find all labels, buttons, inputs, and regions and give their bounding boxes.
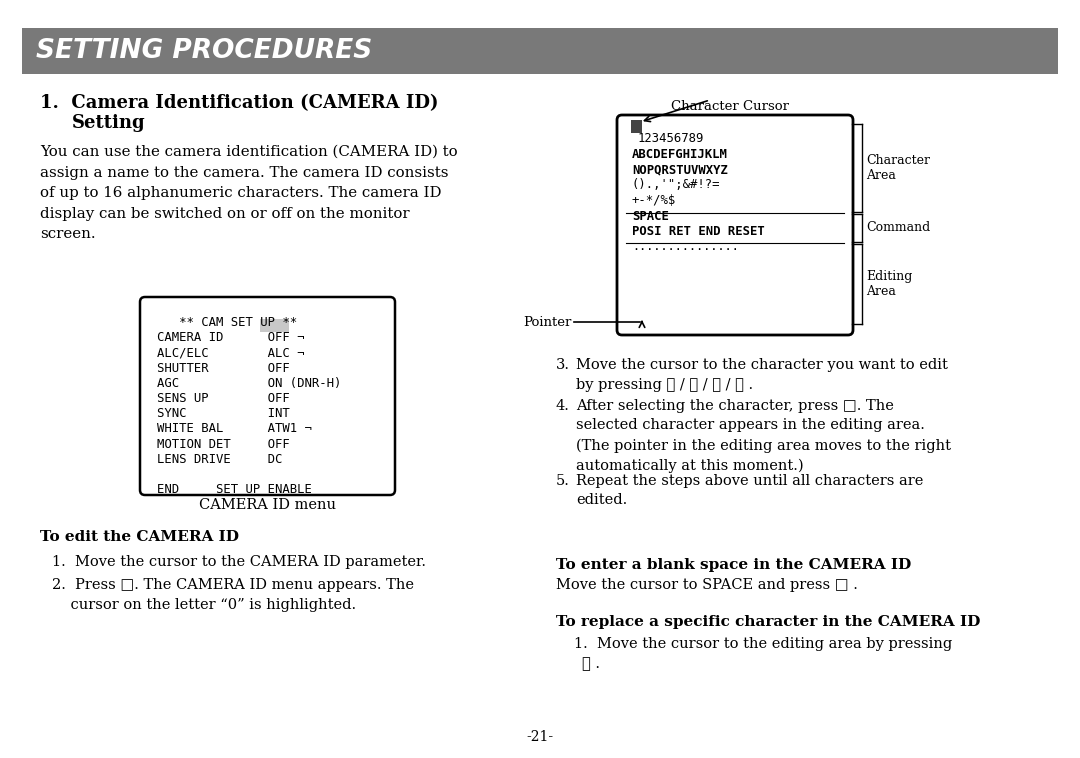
Text: ** CAM SET UP **: ** CAM SET UP ** <box>157 316 297 329</box>
Text: To enter a blank space in the CAMERA ID: To enter a blank space in the CAMERA ID <box>556 558 912 572</box>
Text: After selecting the character, press □. The
selected character appears in the ed: After selecting the character, press □. … <box>576 399 951 473</box>
Text: WHITE BAL      ATW1 ¬: WHITE BAL ATW1 ¬ <box>157 422 312 435</box>
Text: You can use the camera identification (CAMERA ID) to
assign a name to the camera: You can use the camera identification (C… <box>40 145 458 241</box>
Text: LENS DRIVE     DC: LENS DRIVE DC <box>157 453 282 466</box>
Text: Command: Command <box>866 221 930 234</box>
Text: CAMERA ID menu: CAMERA ID menu <box>199 498 336 512</box>
Text: AGC            ON (DNR-H): AGC ON (DNR-H) <box>157 377 341 390</box>
Text: Move the cursor to SPACE and press □ .: Move the cursor to SPACE and press □ . <box>556 578 858 592</box>
Text: 1.  Move the cursor to the CAMERA ID parameter.: 1. Move the cursor to the CAMERA ID para… <box>52 555 426 569</box>
Text: SETTING PROCEDURES: SETTING PROCEDURES <box>36 38 373 64</box>
Text: Editing
Area: Editing Area <box>866 270 913 298</box>
Text: 0123456789: 0123456789 <box>632 132 705 145</box>
Text: Move the cursor to the character you want to edit
by pressing ⓔ / ⓑ / ⓐ / ⓓ .: Move the cursor to the character you wan… <box>576 358 948 391</box>
Text: SYNC           INT: SYNC INT <box>157 407 289 420</box>
Text: ().,'";&#!?=: ().,'";&#!?= <box>632 178 720 192</box>
Text: SHUTTER        OFF: SHUTTER OFF <box>157 362 289 374</box>
Text: To edit the CAMERA ID: To edit the CAMERA ID <box>40 530 239 544</box>
Text: NOPQRSTUVWXYZ: NOPQRSTUVWXYZ <box>632 163 728 176</box>
Text: 123456789: 123456789 <box>637 132 704 145</box>
Text: Repeat the steps above until all characters are
edited.: Repeat the steps above until all charact… <box>576 474 923 508</box>
Text: 5.: 5. <box>556 474 570 488</box>
Bar <box>631 120 642 133</box>
Bar <box>260 319 289 332</box>
FancyBboxPatch shape <box>140 297 395 495</box>
Text: Pointer: Pointer <box>524 315 572 328</box>
Text: 2.  Press □. The CAMERA ID menu appears. The
    cursor on the letter “0” is hig: 2. Press □. The CAMERA ID menu appears. … <box>52 578 414 612</box>
Text: -21-: -21- <box>526 730 554 744</box>
Text: POSI RET END RESET: POSI RET END RESET <box>632 225 765 238</box>
Bar <box>22 28 1058 74</box>
Text: +-*/%$: +-*/%$ <box>632 194 676 207</box>
Text: MOTION DET     OFF: MOTION DET OFF <box>157 437 289 450</box>
Text: END     SET UP ENABLE: END SET UP ENABLE <box>157 483 312 496</box>
Text: ALC/ELC        ALC ¬: ALC/ELC ALC ¬ <box>157 346 305 359</box>
Text: Character Cursor: Character Cursor <box>671 100 789 113</box>
Text: 1.  Camera Identification (CAMERA ID): 1. Camera Identification (CAMERA ID) <box>40 94 438 112</box>
Text: SPACE: SPACE <box>632 209 669 223</box>
Text: Character
Area: Character Area <box>866 154 930 182</box>
Text: ...............: ............... <box>632 240 739 253</box>
Text: ⓓ .: ⓓ . <box>582 657 600 671</box>
FancyBboxPatch shape <box>617 115 853 335</box>
Text: Setting: Setting <box>72 114 146 132</box>
Text: 3.: 3. <box>556 358 570 372</box>
Text: 1.  Move the cursor to the editing area by pressing: 1. Move the cursor to the editing area b… <box>573 637 953 651</box>
Text: To replace a specific character in the CAMERA ID: To replace a specific character in the C… <box>556 615 981 629</box>
Text: ABCDEFGHIJKLM: ABCDEFGHIJKLM <box>632 148 728 161</box>
Text: CAMERA ID      OFF ¬: CAMERA ID OFF ¬ <box>157 331 305 344</box>
Text: SENS UP        OFF: SENS UP OFF <box>157 392 289 405</box>
Text: 4.: 4. <box>556 399 570 413</box>
